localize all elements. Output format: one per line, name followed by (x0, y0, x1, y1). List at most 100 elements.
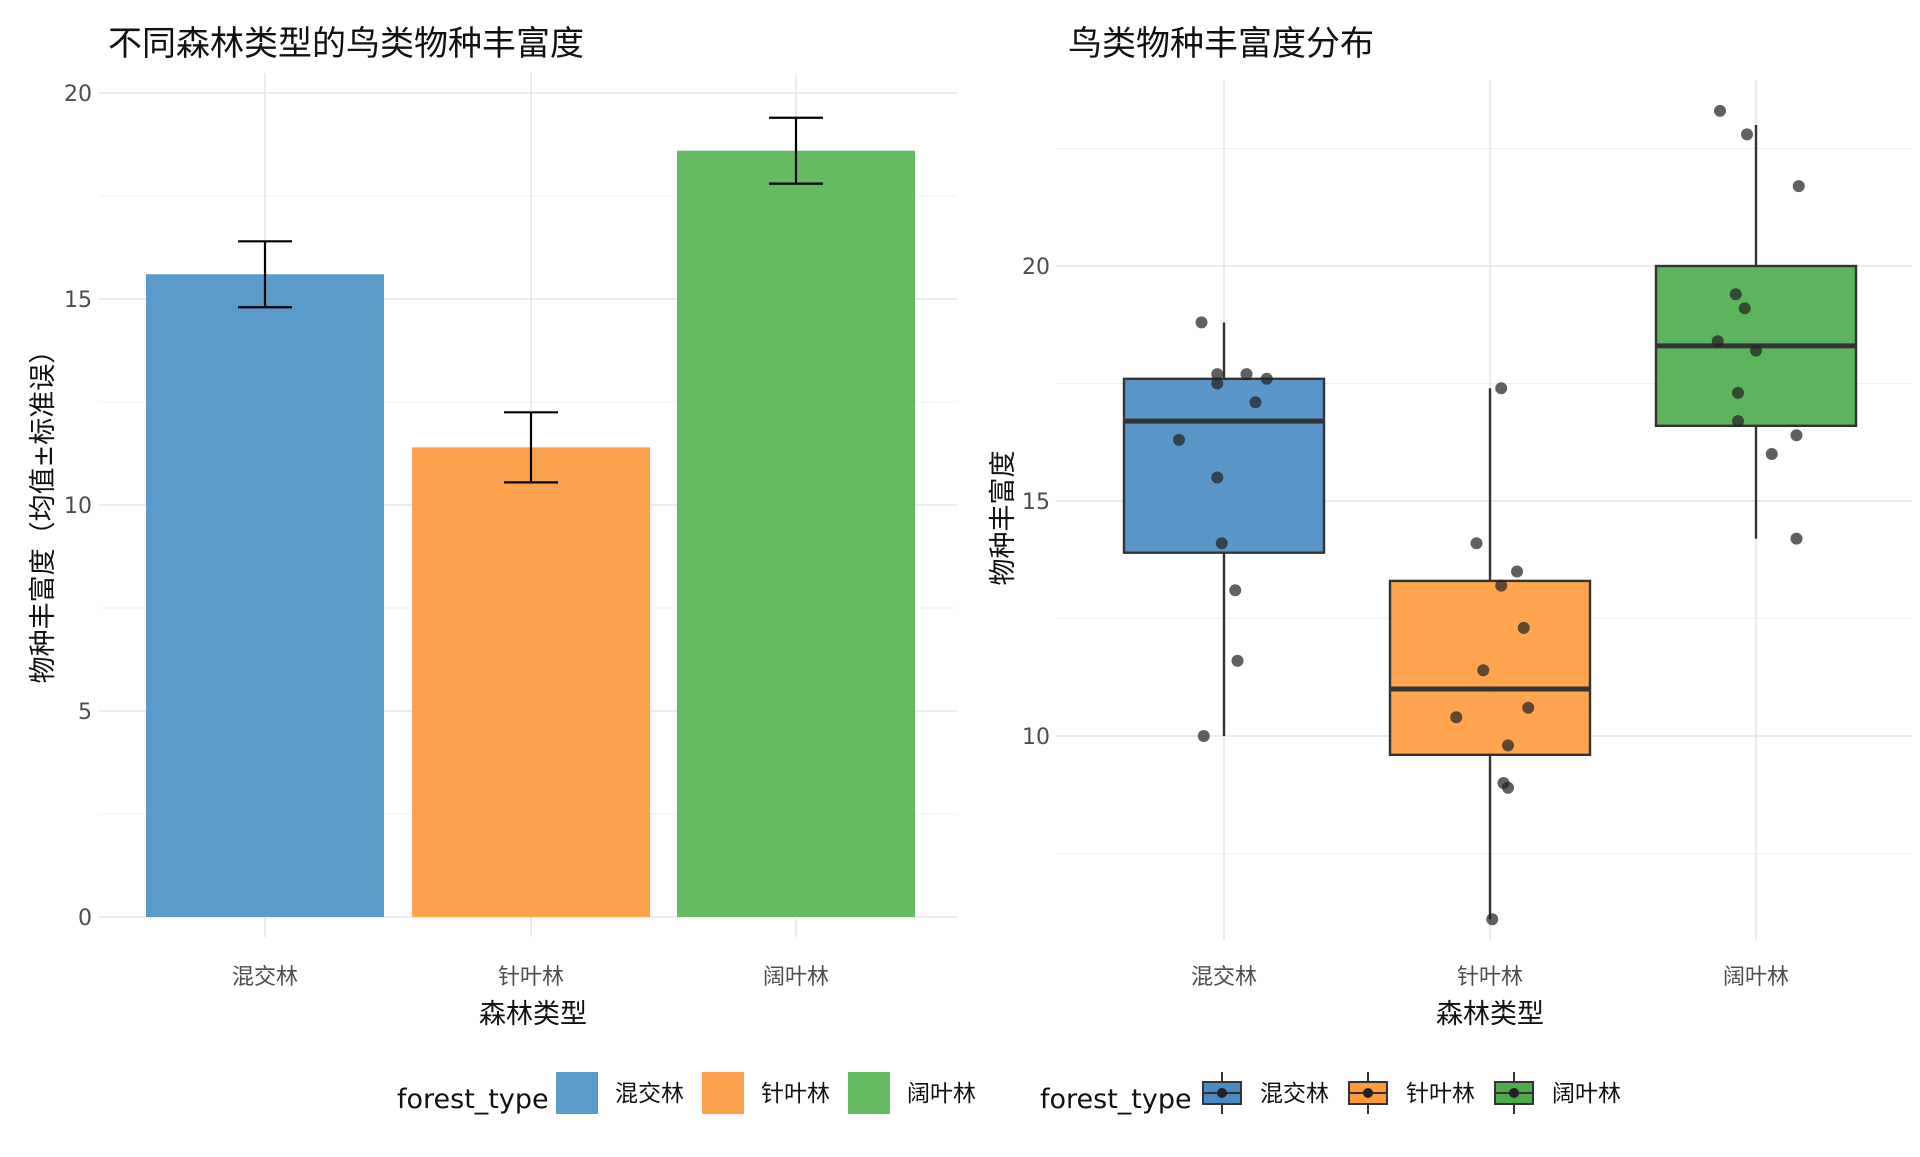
x-tick-label: 阔叶林 (763, 965, 829, 990)
box (1122, 322, 1326, 736)
y-tick-label: 10 (64, 494, 92, 519)
y-tick-label: 15 (64, 288, 92, 313)
x-tick-label: 针叶林 (498, 965, 564, 990)
legend-entry: 针叶林 (1348, 1072, 1475, 1114)
box-plot-points (1173, 104, 1805, 926)
legend-label: 针叶林 (1406, 1081, 1475, 1107)
y-tick-label: 20 (64, 82, 92, 107)
box-plot-y-axis-title: 物种丰富度 (988, 451, 1019, 586)
data-point (1215, 537, 1228, 550)
data-point (1450, 711, 1463, 724)
bar (677, 150, 915, 917)
box-plot-legend: forest_type 混交林 针叶林 阔叶林 (1040, 1072, 1621, 1115)
error-bar (504, 411, 558, 484)
bar-chart-error-bars (238, 116, 823, 484)
legend-label: 针叶林 (761, 1081, 830, 1107)
y-tick-label: 20 (1022, 255, 1050, 280)
data-point (1792, 180, 1805, 193)
bar-chart-bars (146, 150, 915, 917)
data-point (1486, 913, 1499, 926)
x-tick-label: 混交林 (1191, 965, 1257, 990)
x-tick-label: 混交林 (232, 965, 298, 990)
bar (146, 274, 384, 917)
bar-chart-y-ticks: 0 5 10 15 20 (64, 82, 92, 931)
legend-glyph-point (1509, 1088, 1519, 1098)
bar-chart-x-axis-title: 森林类型 (479, 999, 587, 1030)
data-point (1231, 654, 1244, 667)
data-point (1714, 104, 1726, 117)
data-point (1790, 532, 1803, 545)
data-point (1765, 448, 1778, 460)
data-point (1477, 664, 1490, 677)
bar-chart-legend: forest_type 混交林 针叶林 阔叶林 (397, 1072, 976, 1115)
bar-chart-x-ticks: 混交林 针叶林 阔叶林 (232, 965, 829, 990)
data-point (1750, 344, 1762, 357)
data-point (1711, 335, 1724, 348)
box-plot-x-axis-title: 森林类型 (1436, 999, 1544, 1030)
data-point (1240, 368, 1253, 381)
legend-swatch (556, 1072, 598, 1114)
error-bar (238, 240, 292, 309)
legend-entry: 针叶林 (702, 1072, 830, 1114)
y-tick-label: 10 (1022, 725, 1050, 750)
data-point (1211, 377, 1224, 390)
bar-chart-legend-title: forest_type (397, 1084, 549, 1115)
data-point (1211, 471, 1224, 484)
data-point (1729, 288, 1742, 301)
data-point (1195, 316, 1208, 329)
box-plot-legend-title: forest_type (1040, 1084, 1192, 1115)
legend-label: 混交林 (615, 1081, 684, 1107)
x-tick-label: 针叶林 (1457, 965, 1523, 990)
data-point (1249, 396, 1262, 409)
data-point (1495, 579, 1508, 592)
data-point (1741, 128, 1753, 141)
data-point (1211, 368, 1224, 381)
box-plot-title: 鸟类物种丰富度分布 (1068, 24, 1374, 64)
data-point (1732, 386, 1744, 399)
data-point (1260, 372, 1273, 385)
x-tick-label: 阔叶林 (1723, 965, 1789, 990)
data-point (1732, 415, 1744, 428)
data-point (1470, 537, 1483, 550)
bar-chart-y-axis-title: 物种丰富度（均值±标准误） (28, 337, 59, 684)
data-point (1738, 302, 1751, 315)
legend-entry: 阔叶林 (848, 1072, 976, 1114)
data-point (1790, 429, 1803, 442)
data-point (1517, 621, 1530, 634)
box-plot-y-ticks: 10 15 20 (1022, 255, 1050, 750)
data-point (1197, 730, 1210, 742)
data-point (1502, 739, 1514, 752)
box (1654, 125, 1858, 539)
bar (412, 447, 650, 917)
data-point (1511, 565, 1523, 578)
legend-entry: 阔叶林 (1494, 1072, 1621, 1114)
y-tick-label: 5 (78, 700, 92, 725)
data-point (1229, 584, 1242, 597)
legend-label: 阔叶林 (907, 1081, 976, 1107)
box (1388, 388, 1592, 920)
bar-chart-title: 不同森林类型的鸟类物种丰富度 (108, 24, 584, 64)
data-point (1502, 781, 1514, 794)
box-plot-x-ticks: 混交林 针叶林 阔叶林 (1191, 965, 1789, 990)
box-plot-boxes (1122, 125, 1858, 920)
legend-glyph-point (1363, 1088, 1373, 1098)
data-point (1495, 382, 1508, 395)
legend-entry: 混交林 (556, 1072, 684, 1114)
error-bar (769, 116, 823, 185)
data-point (1522, 701, 1535, 714)
legend-swatch (702, 1072, 744, 1114)
legend-swatch (848, 1072, 890, 1114)
y-tick-label: 0 (78, 906, 92, 931)
legend-entry: 混交林 (1202, 1072, 1329, 1114)
legend-label: 阔叶林 (1552, 1081, 1621, 1107)
legend-label: 混交林 (1260, 1081, 1329, 1107)
box-iqr (1388, 579, 1592, 757)
legend-glyph-point (1217, 1088, 1227, 1098)
box-iqr (1122, 377, 1326, 554)
data-point (1173, 433, 1185, 446)
y-tick-label: 15 (1022, 490, 1050, 515)
